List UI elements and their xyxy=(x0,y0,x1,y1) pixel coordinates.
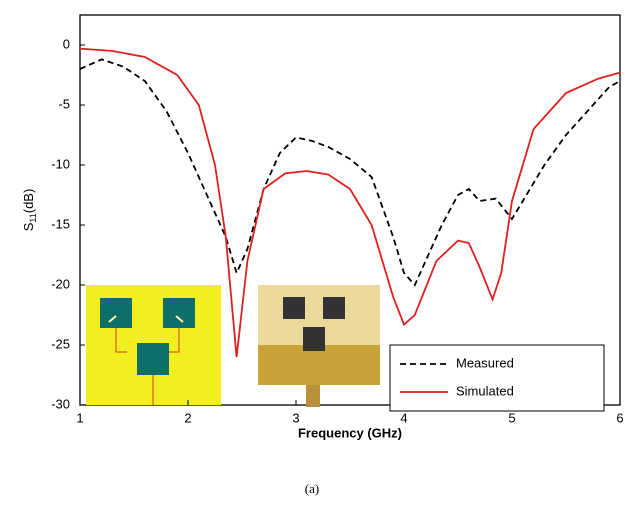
line xyxy=(79,47,621,358)
y-tick-label: -10 xyxy=(51,156,70,171)
caption: (a) xyxy=(305,481,319,496)
x-tick-label: 1 xyxy=(76,410,83,425)
y-label-sub: 11 xyxy=(28,213,38,222)
x-axis-label: Frequency (GHz) xyxy=(298,425,402,440)
y-tick-label: 0 xyxy=(63,36,70,51)
legend-label: Measured xyxy=(456,355,514,370)
line xyxy=(79,58,621,287)
legend-label: Simulated xyxy=(456,383,514,398)
x-tick-label: 6 xyxy=(616,410,623,425)
legend-box xyxy=(389,344,605,412)
plot-frame xyxy=(79,14,621,406)
y-tick-label: -15 xyxy=(51,216,70,231)
x-tick-label: 2 xyxy=(184,410,191,425)
y-tick-label: -20 xyxy=(51,276,70,291)
x-tick-label: 5 xyxy=(508,410,515,425)
y-label-main: S xyxy=(21,222,36,231)
x-tick-label: 4 xyxy=(400,410,407,425)
antenna-photo xyxy=(258,285,380,407)
y-axis-label: S11(dB) xyxy=(21,189,38,232)
y-tick-label: -30 xyxy=(51,396,70,411)
y-tick-label: -5 xyxy=(58,96,70,111)
antenna-drawing xyxy=(86,285,221,405)
y-label-unit: (dB) xyxy=(21,189,36,214)
x-tick-label: 3 xyxy=(292,410,299,425)
y-tick-label: -25 xyxy=(51,336,70,351)
